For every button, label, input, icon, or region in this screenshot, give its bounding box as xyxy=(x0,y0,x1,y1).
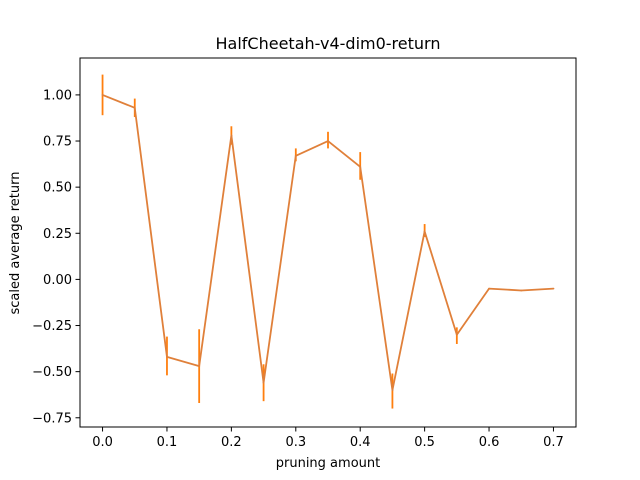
x-tick-label: 0.1 xyxy=(157,435,178,450)
data-point xyxy=(230,134,233,137)
y-tick-label: −0.25 xyxy=(32,319,72,334)
data-point xyxy=(552,287,555,290)
x-tick-label: 0.0 xyxy=(92,435,113,450)
data-point xyxy=(198,365,201,368)
data-point xyxy=(391,389,394,391)
data-point xyxy=(101,94,104,96)
data-point xyxy=(455,333,458,336)
y-tick-label: −0.75 xyxy=(32,411,72,426)
x-tick-label: 0.3 xyxy=(285,435,306,450)
x-tick-label: 0.2 xyxy=(221,435,242,450)
y-tick-label: 0.50 xyxy=(43,181,72,196)
plot-area xyxy=(101,74,555,409)
data-point xyxy=(166,355,168,358)
data-point xyxy=(520,289,523,292)
data-point xyxy=(423,230,426,233)
data-point xyxy=(262,381,265,384)
x-tick-label: 0.5 xyxy=(414,435,435,450)
data-point xyxy=(359,165,362,168)
x-axis-label: pruning amount xyxy=(276,456,380,471)
y-tick-label: 0.00 xyxy=(43,273,72,288)
x-tick-label: 0.4 xyxy=(350,435,371,450)
y-tick-label: −0.50 xyxy=(32,365,72,380)
y-tick-label: 0.25 xyxy=(43,227,72,242)
data-point xyxy=(488,287,490,290)
y-tick-label: 1.00 xyxy=(43,88,72,103)
chart-title: HalfCheetah-v4-dim0-return xyxy=(216,34,441,53)
data-point xyxy=(133,106,136,109)
axes: 0.0 0.1 0.2 0.3 0.4 0.5 0.6 0.7 −0.75 −0.50 −0.25 0… xyxy=(32,57,577,450)
y-axis-label: scaled average return xyxy=(8,172,23,315)
data-point xyxy=(294,154,297,157)
x-tick-label: 0.6 xyxy=(479,435,500,450)
axes-frame xyxy=(79,57,577,428)
data-point xyxy=(327,140,329,142)
y-tick-label: 0.75 xyxy=(43,135,72,150)
x-tick-label: 0.7 xyxy=(543,435,564,450)
